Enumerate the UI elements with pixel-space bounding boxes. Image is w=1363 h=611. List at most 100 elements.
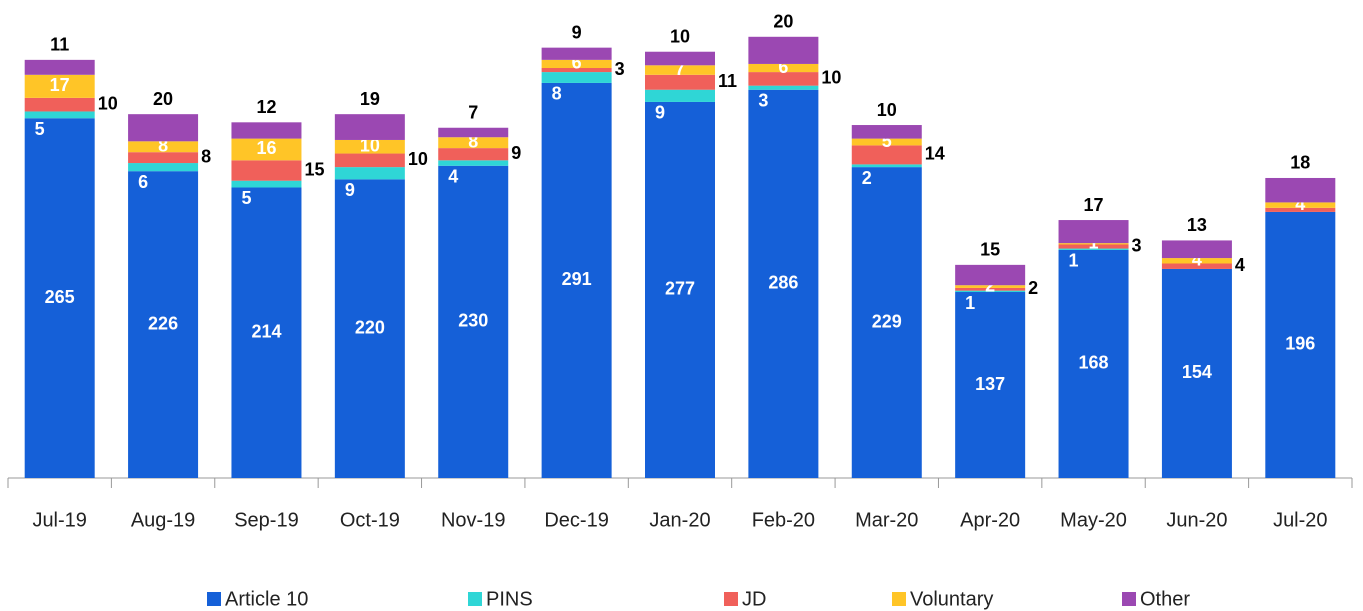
bar-segment: [24, 111, 95, 119]
legend-swatch: [468, 592, 482, 606]
data-label: 10: [877, 100, 897, 120]
bar-segment: [438, 165, 509, 478]
bar-segment: [231, 138, 302, 161]
data-label: 15: [980, 240, 1000, 260]
data-label: 2: [862, 168, 872, 188]
bar-segment: [128, 141, 199, 153]
bar-segment: [748, 89, 819, 478]
data-label: 15: [304, 159, 324, 179]
data-label: 6: [138, 172, 148, 192]
data-label: 3: [758, 90, 768, 110]
bar-segment: [1161, 240, 1232, 259]
data-label: 16: [256, 138, 276, 158]
bar-segment: [334, 179, 405, 479]
bar-segment: [1058, 243, 1129, 245]
data-label: 10: [98, 93, 118, 113]
data-label: 286: [768, 273, 798, 293]
data-label: 9: [345, 180, 355, 200]
data-label: 8: [158, 136, 168, 156]
data-label: 4: [1192, 250, 1202, 270]
bar-segment: [851, 145, 922, 165]
x-tick-label: Nov-19: [441, 509, 505, 531]
legend-label: PINS: [486, 588, 533, 610]
data-label: 10: [408, 149, 428, 169]
data-label: 10: [670, 26, 690, 46]
bar-segment: [1058, 220, 1129, 244]
bar-segment: [645, 89, 715, 102]
x-tick-label: Jan-20: [649, 509, 710, 531]
data-label: 154: [1182, 362, 1212, 382]
bar-segment: [851, 138, 922, 146]
data-label: 19: [360, 89, 380, 109]
data-label: 4: [1295, 194, 1305, 214]
bar-segment: [955, 287, 1026, 291]
data-label: 6: [778, 57, 788, 77]
bar-segment: [955, 264, 1026, 286]
data-label: 8: [552, 84, 562, 104]
data-label: 229: [872, 311, 902, 331]
data-label: 4: [1235, 255, 1245, 275]
legend-swatch: [1122, 592, 1136, 606]
data-label: 6: [572, 53, 582, 73]
data-label: 17: [1084, 195, 1104, 215]
data-label: 17: [50, 75, 70, 95]
bar-segment: [748, 85, 819, 90]
bar-segment: [645, 74, 715, 90]
bar-segment: [748, 36, 819, 64]
bar-segment: [1265, 211, 1336, 478]
x-tick-label: Mar-20: [855, 509, 918, 531]
legend-swatch: [892, 592, 906, 606]
x-tick-label: Jul-19: [32, 509, 86, 531]
bar-segment: [231, 180, 302, 188]
data-label: 8: [468, 131, 478, 151]
bar-segment: [955, 292, 1026, 478]
x-tick-label: Sep-19: [234, 509, 299, 531]
data-label: 11: [718, 71, 737, 91]
bar-segment: [1161, 263, 1232, 269]
bar-segment: [1058, 244, 1129, 249]
bar-segment: [334, 139, 405, 154]
bar-segment: [438, 127, 509, 138]
data-label: 2: [985, 275, 995, 295]
bar-segment: [541, 82, 612, 478]
data-label: 20: [773, 12, 793, 32]
legend-swatch: [724, 592, 738, 606]
bar-segment: [231, 187, 302, 478]
data-label: 2: [1028, 278, 1038, 298]
bar-segment: [1265, 207, 1336, 212]
data-label: 1: [1069, 251, 1079, 271]
bar-segment: [128, 152, 199, 164]
bar-segment: [231, 160, 302, 181]
legend-swatch: [207, 592, 221, 606]
data-label: 9: [511, 143, 521, 163]
bar-segment: [1161, 258, 1232, 264]
bar-segment: [334, 167, 405, 180]
bar-segment: [24, 118, 95, 478]
x-tick-label: Jun-20: [1166, 509, 1227, 531]
bar-segment: [645, 101, 715, 479]
data-label: 7: [675, 59, 685, 79]
legend-label: JD: [742, 588, 766, 610]
bar-segment: [541, 59, 612, 69]
x-tick-label: Aug-19: [131, 509, 196, 531]
data-label: 14: [925, 144, 945, 164]
data-label: 277: [665, 279, 695, 299]
x-tick-label: Jul-20: [1273, 509, 1327, 531]
bar-segment: [541, 47, 612, 60]
bar-segment: [748, 63, 819, 73]
bar-segment: [334, 153, 405, 168]
x-tick-label: Feb-20: [752, 509, 815, 531]
bar-segment: [24, 59, 95, 75]
legend-label: Article 10: [225, 588, 308, 610]
data-label: 214: [251, 321, 281, 341]
bar-segment: [645, 51, 715, 66]
data-label: 137: [975, 374, 1005, 394]
bar-segment: [955, 285, 1026, 288]
data-label: 265: [45, 287, 75, 307]
data-label: 5: [35, 119, 45, 139]
data-label: 12: [256, 97, 276, 117]
data-label: 168: [1079, 353, 1109, 373]
data-label: 11: [50, 35, 69, 55]
x-tick-label: Oct-19: [340, 509, 400, 531]
